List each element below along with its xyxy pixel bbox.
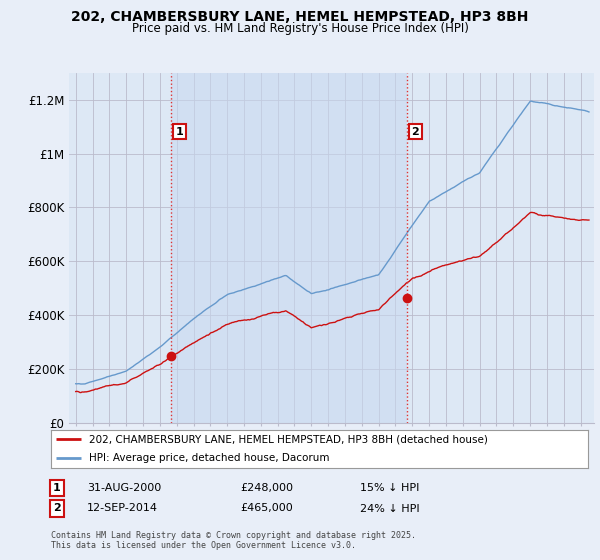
Text: 1: 1 <box>175 127 183 137</box>
Text: 202, CHAMBERSBURY LANE, HEMEL HEMPSTEAD, HP3 8BH (detached house): 202, CHAMBERSBURY LANE, HEMEL HEMPSTEAD,… <box>89 435 487 445</box>
Text: HPI: Average price, detached house, Dacorum: HPI: Average price, detached house, Daco… <box>89 452 329 463</box>
Bar <box>171 73 407 423</box>
Text: 2: 2 <box>53 503 61 514</box>
Text: 31-AUG-2000: 31-AUG-2000 <box>87 483 161 493</box>
Text: 2: 2 <box>412 127 419 137</box>
Text: £248,000: £248,000 <box>240 483 293 493</box>
Text: 24% ↓ HPI: 24% ↓ HPI <box>360 503 419 514</box>
Text: 1: 1 <box>53 483 61 493</box>
Text: 15% ↓ HPI: 15% ↓ HPI <box>360 483 419 493</box>
Text: Contains HM Land Registry data © Crown copyright and database right 2025.
This d: Contains HM Land Registry data © Crown c… <box>51 531 416 550</box>
Text: Price paid vs. HM Land Registry's House Price Index (HPI): Price paid vs. HM Land Registry's House … <box>131 22 469 35</box>
Text: 12-SEP-2014: 12-SEP-2014 <box>87 503 158 514</box>
Text: 202, CHAMBERSBURY LANE, HEMEL HEMPSTEAD, HP3 8BH: 202, CHAMBERSBURY LANE, HEMEL HEMPSTEAD,… <box>71 10 529 24</box>
Text: £465,000: £465,000 <box>240 503 293 514</box>
